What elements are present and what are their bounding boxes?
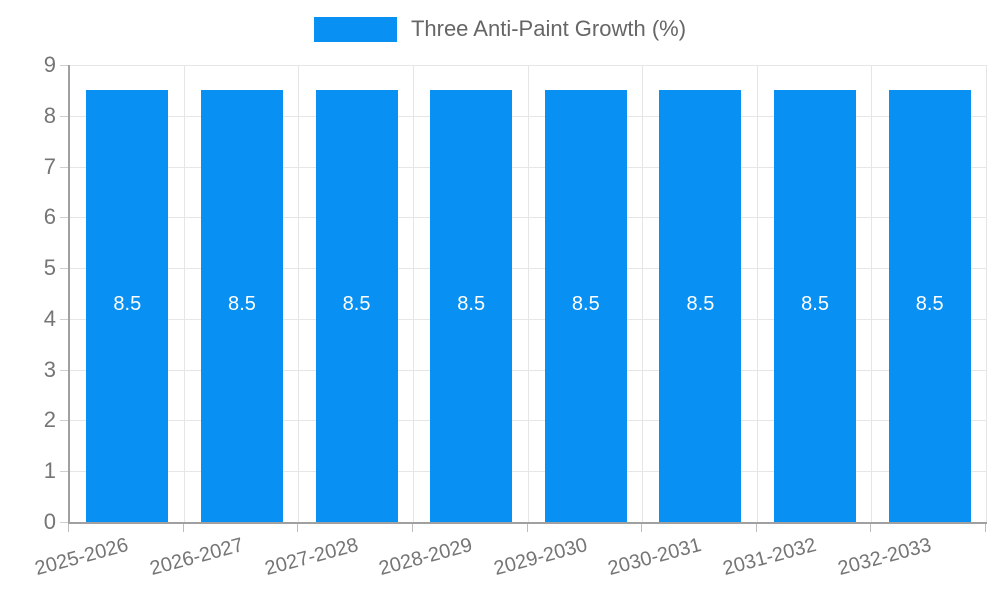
bar-value-label: 8.5 bbox=[457, 293, 486, 316]
legend-label: Three Anti-Paint Growth (%) bbox=[410, 16, 687, 41]
gridline-v bbox=[412, 65, 414, 522]
x-tick bbox=[182, 524, 184, 532]
x-tick bbox=[411, 524, 413, 532]
gridline-v bbox=[986, 65, 987, 522]
bar-value-label: 8.5 bbox=[228, 293, 256, 316]
bar-value-label: 8.5 bbox=[915, 293, 944, 316]
plot-area: 8.5 8.5 8.5 8.5 8.5 8.5 8.5 8.5 bbox=[68, 65, 987, 524]
y-tick bbox=[60, 522, 68, 523]
gridline-v bbox=[756, 65, 758, 522]
x-tick bbox=[526, 524, 528, 532]
x-tick bbox=[985, 524, 986, 532]
gridline-h bbox=[70, 65, 987, 66]
x-tick bbox=[297, 524, 299, 532]
bar: 8.5 bbox=[200, 90, 283, 522]
gridline-h bbox=[70, 166, 987, 168]
x-tick bbox=[68, 524, 69, 532]
y-tick-label: 7 bbox=[43, 153, 56, 179]
gridline-v bbox=[298, 65, 300, 522]
y-tick bbox=[60, 65, 68, 66]
gridline-h bbox=[70, 420, 987, 422]
y-tick-label: 4 bbox=[43, 305, 56, 331]
bar: 8.5 bbox=[544, 90, 627, 522]
y-tick-label: 0 bbox=[43, 509, 56, 534]
bar-value-label: 8.5 bbox=[801, 293, 829, 316]
bar: 8.5 bbox=[774, 90, 857, 522]
gridline-h bbox=[70, 268, 987, 270]
bar-value-label: 8.5 bbox=[571, 293, 600, 316]
y-tick bbox=[60, 217, 68, 219]
gridline-v bbox=[642, 65, 644, 522]
gridline-h bbox=[70, 318, 987, 320]
gridline-h bbox=[70, 471, 987, 473]
gridline-h bbox=[70, 217, 987, 219]
bar: 8.5 bbox=[86, 90, 169, 522]
legend[interactable]: Three Anti-Paint Growth (%) bbox=[0, 16, 1000, 42]
gridline-h bbox=[70, 115, 987, 117]
bar: 8.5 bbox=[315, 90, 398, 522]
y-tick bbox=[60, 471, 68, 473]
y-tick-label: 9 bbox=[43, 52, 56, 77]
bar-value-label: 8.5 bbox=[686, 293, 715, 316]
bar: 8.5 bbox=[430, 90, 513, 522]
y-tick-label: 6 bbox=[43, 204, 56, 230]
bar-value-label: 8.5 bbox=[113, 293, 142, 316]
y-tick bbox=[60, 268, 68, 270]
y-tick bbox=[60, 420, 68, 422]
y-tick-label: 8 bbox=[43, 102, 56, 128]
y-tick-label: 2 bbox=[43, 407, 56, 433]
gridline-v bbox=[527, 65, 529, 522]
x-tick bbox=[755, 524, 757, 532]
y-tick-label: 5 bbox=[43, 255, 56, 281]
bar: 8.5 bbox=[659, 90, 742, 522]
gridline-v bbox=[183, 65, 185, 522]
y-tick bbox=[60, 369, 68, 371]
x-tick bbox=[641, 524, 643, 532]
bar: 8.5 bbox=[888, 90, 971, 522]
legend-swatch bbox=[313, 16, 397, 42]
y-tick-label: 3 bbox=[43, 356, 56, 382]
y-tick bbox=[60, 318, 68, 320]
x-tick bbox=[870, 524, 872, 532]
bar-value-label: 8.5 bbox=[342, 293, 371, 316]
y-tick bbox=[60, 166, 68, 168]
gridline-h bbox=[70, 369, 987, 371]
y-tick bbox=[60, 115, 68, 117]
y-tick-label: 1 bbox=[43, 458, 56, 484]
gridline-v bbox=[871, 65, 873, 522]
